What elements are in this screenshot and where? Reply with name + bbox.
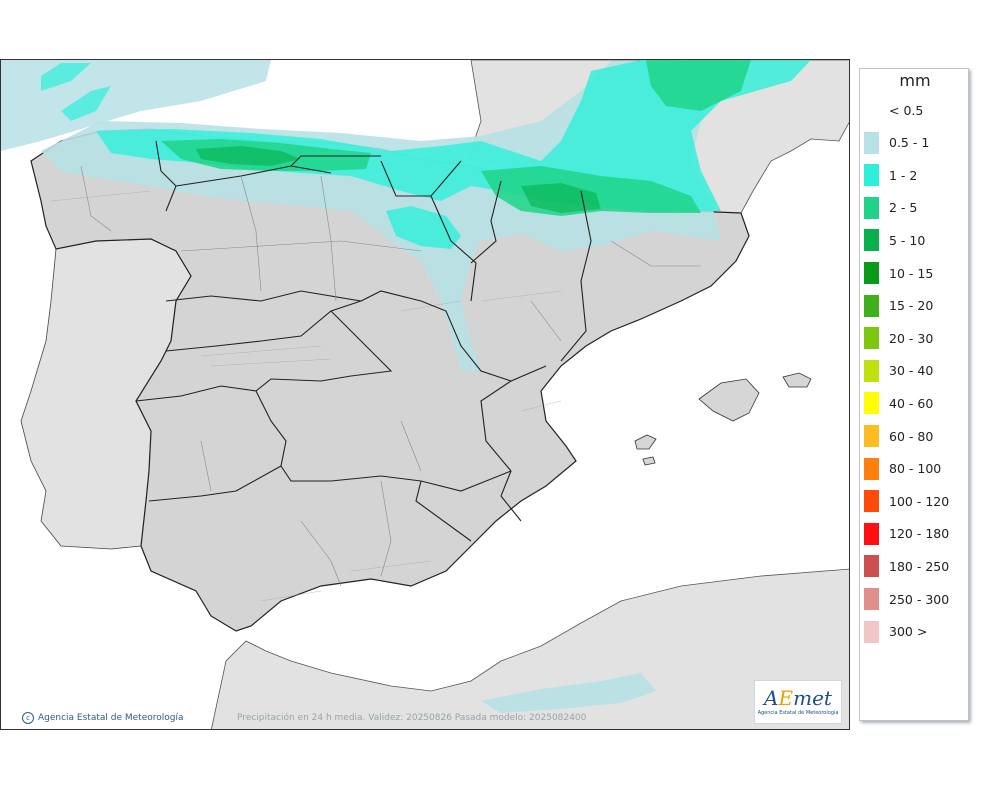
regional-borders — [135, 140, 592, 542]
legend-label: 180 - 250 — [889, 558, 950, 574]
logo-subtitle: Agencia Estatal de Meteorología — [757, 710, 839, 716]
legend-unit: mm — [899, 71, 931, 90]
legend-item: 60 - 80 — [864, 425, 933, 447]
legend-label: 15 - 20 — [889, 298, 934, 314]
formentera — [642, 456, 656, 466]
legend-swatch — [864, 131, 879, 154]
ibiza — [634, 434, 657, 450]
aemet-logo: AEmet Agencia Estatal de Meteorología — [754, 680, 842, 724]
validity-caption: Precipitación en 24 h media. Validez: 20… — [237, 713, 587, 723]
legend-item: 0.5 - 1 — [864, 131, 930, 154]
legend-swatch — [864, 359, 879, 382]
logo-wordmark: AEmet — [764, 686, 832, 710]
legend-label: 60 - 80 — [889, 428, 934, 444]
legend-label: 30 - 40 — [889, 363, 934, 379]
precip-0.5-1-sea — [1, 60, 271, 151]
legend-label: 80 - 100 — [889, 461, 942, 477]
map-canvas — [1, 60, 849, 729]
legend-item: 5 - 10 — [864, 229, 926, 252]
legend-swatch — [864, 229, 879, 252]
legend-item: 80 - 100 — [864, 457, 942, 480]
legend-item: 180 - 250 — [864, 555, 950, 578]
legend-swatch — [864, 620, 879, 643]
legend-label: < 0.5 — [889, 102, 924, 118]
legend-label: 1 - 2 — [889, 167, 918, 183]
copyright-icon: c — [22, 712, 34, 724]
legend-label: 120 - 180 — [889, 526, 950, 542]
legend-swatch — [864, 294, 879, 317]
legend-item: < 0.5 — [864, 99, 923, 121]
mallorca — [698, 378, 760, 422]
legend-label: 10 - 15 — [889, 265, 934, 281]
legend-swatch — [864, 99, 879, 121]
precip-0.5-1-africa — [481, 673, 656, 713]
legend-swatch — [864, 457, 879, 480]
legend-label: 300 > — [889, 624, 928, 640]
legend-item: 30 - 40 — [864, 359, 934, 382]
legend-item: 300 > — [864, 620, 928, 643]
legend-swatch — [864, 196, 879, 219]
precipitation-map — [0, 59, 850, 730]
legend-item: 20 - 30 — [864, 327, 934, 350]
legend-swatch — [864, 425, 879, 447]
africa-landmass — [211, 568, 849, 729]
legend-item: 2 - 5 — [864, 196, 918, 219]
menorca — [782, 372, 812, 388]
precip-5-10-pyrenees — [521, 183, 601, 213]
legend-swatch — [864, 327, 879, 350]
legend-item: 120 - 180 — [864, 522, 950, 545]
legend-item: 10 - 15 — [864, 262, 933, 284]
precip-5-10-cantabria — [196, 146, 301, 166]
legend-item: 250 - 300 — [864, 588, 949, 610]
legend-label: 20 - 30 — [889, 330, 934, 346]
legend-swatch — [864, 588, 879, 610]
precip-1-2-north — [96, 60, 811, 211]
legend-label: 2 - 5 — [889, 200, 918, 216]
legend-label: 100 - 120 — [889, 493, 950, 509]
legend-swatch — [864, 164, 879, 187]
legend-item: 100 - 120 — [864, 490, 950, 513]
legend-label: 40 - 60 — [889, 395, 934, 411]
legend-swatch — [864, 522, 879, 545]
copyright-text: Agencia Estatal de Meteorología — [38, 713, 184, 723]
legend-swatch — [864, 392, 879, 415]
relief-shading — [50, 190, 562, 602]
copyright-notice: c Agencia Estatal de Meteorología — [22, 712, 184, 724]
legend-label: 5 - 10 — [889, 232, 926, 248]
legend-label: 0.5 - 1 — [889, 135, 930, 151]
legend-swatch — [864, 555, 879, 578]
precip-1-2-ebro — [386, 206, 461, 249]
precip-1-2-sea — [41, 63, 111, 121]
legend-item: 1 - 2 — [864, 164, 918, 187]
legend-swatch — [864, 262, 879, 284]
legend-label: 250 - 300 — [889, 591, 950, 607]
precip-2-5-france — [646, 60, 751, 111]
legend-swatch — [864, 490, 879, 513]
provincial-borders — [80, 165, 701, 587]
legend-item: 15 - 20 — [864, 294, 934, 317]
precipitation-legend: mm < 0.5 0.5 - 1 1 - 2 2 - 5 5 - 10 10 - 15 15… — [859, 68, 969, 721]
legend-item: 40 - 60 — [864, 392, 934, 415]
